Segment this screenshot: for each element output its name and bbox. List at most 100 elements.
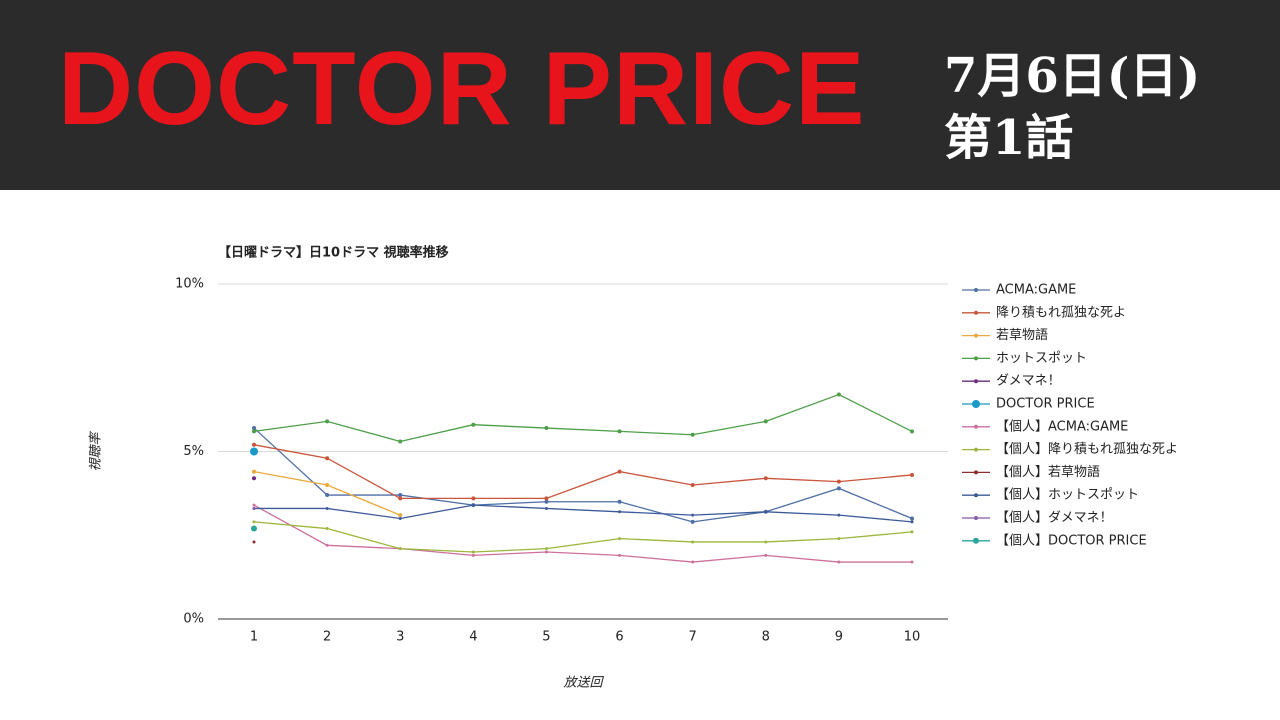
data-point [910, 429, 914, 434]
data-point [252, 506, 256, 510]
legend-label: DOCTOR PRICE [996, 397, 1095, 412]
data-point [471, 496, 476, 501]
data-point [325, 543, 329, 547]
x-tick-label: 3 [396, 630, 404, 645]
x-tick-label: 8 [762, 630, 770, 645]
data-point [910, 520, 914, 524]
data-point [252, 503, 256, 507]
data-point [836, 392, 841, 397]
header-title: DOCTOR PRICE [58, 31, 866, 147]
x-tick-label: 9 [835, 630, 843, 645]
legend-marker [974, 310, 978, 315]
data-point [252, 426, 256, 431]
data-point [325, 456, 330, 461]
legend-label: 【個人】ダメマネ！ [996, 511, 1113, 526]
data-point [690, 519, 695, 524]
chart: 【日曜ドラマ】日10ドラマ 視聴率推移 放送回 視聴率 0% 5% 10% 1 2 3 4 5… [88, 245, 1179, 691]
data-point [691, 560, 695, 564]
data-point [325, 506, 329, 510]
legend-label: 【個人】ホットスポット [996, 488, 1139, 503]
data-point [618, 510, 622, 514]
data-point [691, 540, 695, 544]
series-line [253, 427, 913, 523]
data-point [691, 513, 695, 517]
data-point [471, 503, 475, 507]
data-point [763, 476, 768, 481]
x-tick-label: 4 [469, 630, 477, 645]
data-point [398, 493, 403, 498]
x-tick-label: 6 [615, 630, 623, 645]
data-point [618, 553, 622, 557]
data-point [252, 540, 256, 544]
data-point [252, 520, 256, 524]
data-point [837, 560, 841, 564]
data-point [764, 540, 768, 544]
data-point [544, 506, 548, 510]
legend-marker [974, 379, 978, 384]
legend-label: ホットスポット [996, 351, 1087, 366]
data-point [910, 472, 914, 477]
data-point [544, 426, 549, 431]
x-tick-label: 1 [250, 630, 258, 645]
data-point [250, 447, 258, 456]
data-point [617, 499, 622, 504]
y-tick-label: 0% [183, 612, 204, 627]
legend-marker [974, 333, 978, 338]
legend-marker [974, 424, 978, 429]
header: DOCTOR PRICE 7月6日(日) 第1話 [0, 0, 1280, 190]
data-point [910, 560, 914, 564]
x-axis-label: 放送回 [563, 676, 604, 691]
data-point [252, 429, 256, 434]
x-tick-label: 5 [542, 630, 550, 645]
data-point [544, 550, 548, 554]
data-point [252, 469, 256, 474]
data-point [398, 547, 402, 551]
data-point [837, 537, 841, 541]
data-point [325, 527, 329, 531]
data-point [325, 493, 330, 498]
data-point [763, 419, 768, 424]
legend-marker [974, 516, 978, 520]
data-point [398, 496, 403, 501]
series-line [254, 504, 913, 523]
data-point [251, 525, 257, 532]
series-line [253, 393, 913, 443]
data-point [398, 517, 402, 520]
legend-marker [974, 288, 978, 292]
x-tick-label: 2 [323, 630, 331, 645]
data-point [617, 469, 622, 474]
data-point [544, 547, 548, 551]
y-axis-label: 視聴率 [88, 431, 104, 472]
legend-label: ACMA:GAME [996, 283, 1076, 298]
data-point [471, 553, 475, 557]
y-tick-label: 10% [175, 277, 204, 292]
data-point [252, 476, 256, 481]
data-point [836, 479, 841, 484]
data-point [325, 419, 330, 424]
data-point [690, 432, 695, 437]
legend-marker [974, 356, 978, 361]
data-point [617, 429, 622, 434]
legend-marker [974, 493, 978, 498]
header-episode: 第1話 [944, 110, 1074, 166]
x-tick-label: 10 [904, 630, 921, 645]
series-line [253, 504, 912, 563]
legend-label: 【個人】ACMA:GAME [996, 419, 1128, 434]
legend-label: 降り積もれ孤独な死よ [996, 305, 1126, 320]
x-tick-label: 7 [689, 630, 697, 645]
y-tick-label: 5% [183, 444, 204, 459]
data-point [690, 483, 695, 487]
legend-label: 【個人】DOCTOR PRICE [996, 533, 1147, 548]
data-point [544, 496, 549, 501]
data-point [618, 537, 622, 541]
data-point [764, 553, 768, 557]
legend-marker [972, 400, 980, 408]
legend-marker [973, 537, 979, 544]
legend-label: 若草物語 [996, 327, 1048, 343]
header-date: 7月6日(日) [944, 48, 1201, 104]
data-point [544, 499, 549, 504]
legend-label: 【個人】若草物語 [996, 464, 1100, 480]
legend-marker [974, 470, 978, 475]
data-point [910, 530, 914, 534]
